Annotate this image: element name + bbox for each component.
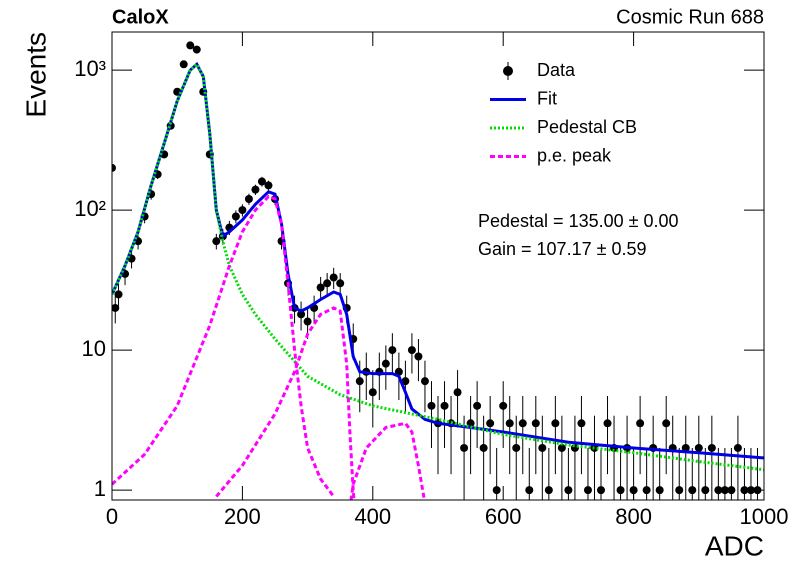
fit-curve [112, 194, 426, 500]
data-point [479, 443, 488, 452]
chart-subtitle: Cosmic Run 688 [616, 6, 764, 28]
data-point [388, 346, 397, 355]
data-point [473, 401, 482, 410]
data-point [381, 359, 390, 368]
plot-area [112, 41, 764, 500]
data-point [727, 486, 736, 495]
data-point [577, 419, 586, 428]
data-point [112, 303, 120, 312]
y-axis-label: Events [20, 32, 51, 118]
data-point [616, 486, 625, 495]
data-point [733, 443, 742, 452]
data-point [257, 177, 266, 186]
data-point [675, 486, 684, 495]
data-point [394, 367, 403, 376]
legend-label: Pedestal CB [537, 117, 637, 137]
frame [111, 31, 765, 501]
x-tick-label: 200 [224, 504, 261, 529]
legend-label: Fit [537, 88, 557, 108]
data-point [238, 206, 247, 215]
data-point [212, 237, 221, 246]
y-tick-label: 10³ [74, 56, 106, 81]
data-point [323, 279, 332, 288]
data-point [603, 419, 612, 428]
data-point [538, 443, 547, 452]
annotation: Pedestal = 135.00 ± 0.00 [478, 211, 679, 231]
data-point [407, 346, 416, 355]
fit-curve [112, 61, 764, 460]
data-point [231, 212, 240, 221]
legend-marker [503, 66, 513, 76]
x-tick-label: 400 [354, 504, 391, 529]
x-tick-label: 600 [485, 504, 522, 529]
data-point [505, 419, 514, 428]
data-point [297, 310, 306, 319]
x-tick-label: 0 [106, 504, 118, 529]
data-point [720, 486, 729, 495]
data-point [636, 419, 645, 428]
data-point [316, 283, 325, 292]
data-point [688, 486, 697, 495]
data-point [460, 443, 469, 452]
data-point [655, 486, 664, 495]
data-point [642, 486, 651, 495]
legend-label: Data [537, 60, 576, 80]
data-point [714, 486, 723, 495]
data-point [531, 419, 540, 428]
data-point [518, 419, 527, 428]
x-tick-label: 800 [615, 504, 652, 529]
data-point [694, 443, 703, 452]
data-point [551, 419, 560, 428]
data-point [564, 486, 573, 495]
x-tick-label: 1000 [740, 504, 789, 529]
data-point [355, 377, 364, 386]
data-point [179, 60, 188, 69]
data-point [512, 443, 521, 452]
data-point [336, 279, 345, 288]
data-point [525, 486, 534, 495]
data-point [114, 290, 123, 299]
y-tick-label: 10² [74, 196, 106, 221]
data-point [244, 194, 253, 203]
y-tick-label: 1 [94, 476, 106, 501]
data-point [453, 388, 462, 397]
data-point [264, 181, 273, 190]
data-point [662, 419, 671, 428]
data-point [681, 443, 690, 452]
data-point [251, 185, 260, 194]
annotation: Gain = 107.17 ± 0.59 [478, 239, 647, 259]
data-point [499, 401, 508, 410]
data-point [401, 377, 410, 386]
data-point [544, 486, 553, 495]
data-point [486, 419, 495, 428]
chart-title: CaloX [112, 6, 169, 28]
data-point [707, 443, 716, 452]
x-axis-label: ADC [705, 530, 764, 561]
data-point [557, 443, 566, 452]
data-point [186, 41, 195, 50]
data-point [420, 377, 429, 386]
data-point [701, 486, 710, 495]
data-point [597, 486, 605, 495]
legend-label: p.e. peak [537, 145, 612, 165]
data-point [112, 163, 116, 172]
data-point [583, 486, 592, 495]
fit-curve [112, 61, 764, 472]
data-point [192, 45, 201, 54]
data-point [303, 317, 312, 326]
data-point [329, 273, 338, 282]
y-tick-label: 10 [82, 336, 106, 361]
data-point [368, 388, 377, 397]
data-point [414, 352, 423, 361]
data-point [440, 401, 449, 410]
data-point [492, 486, 501, 495]
data-point [427, 401, 436, 410]
